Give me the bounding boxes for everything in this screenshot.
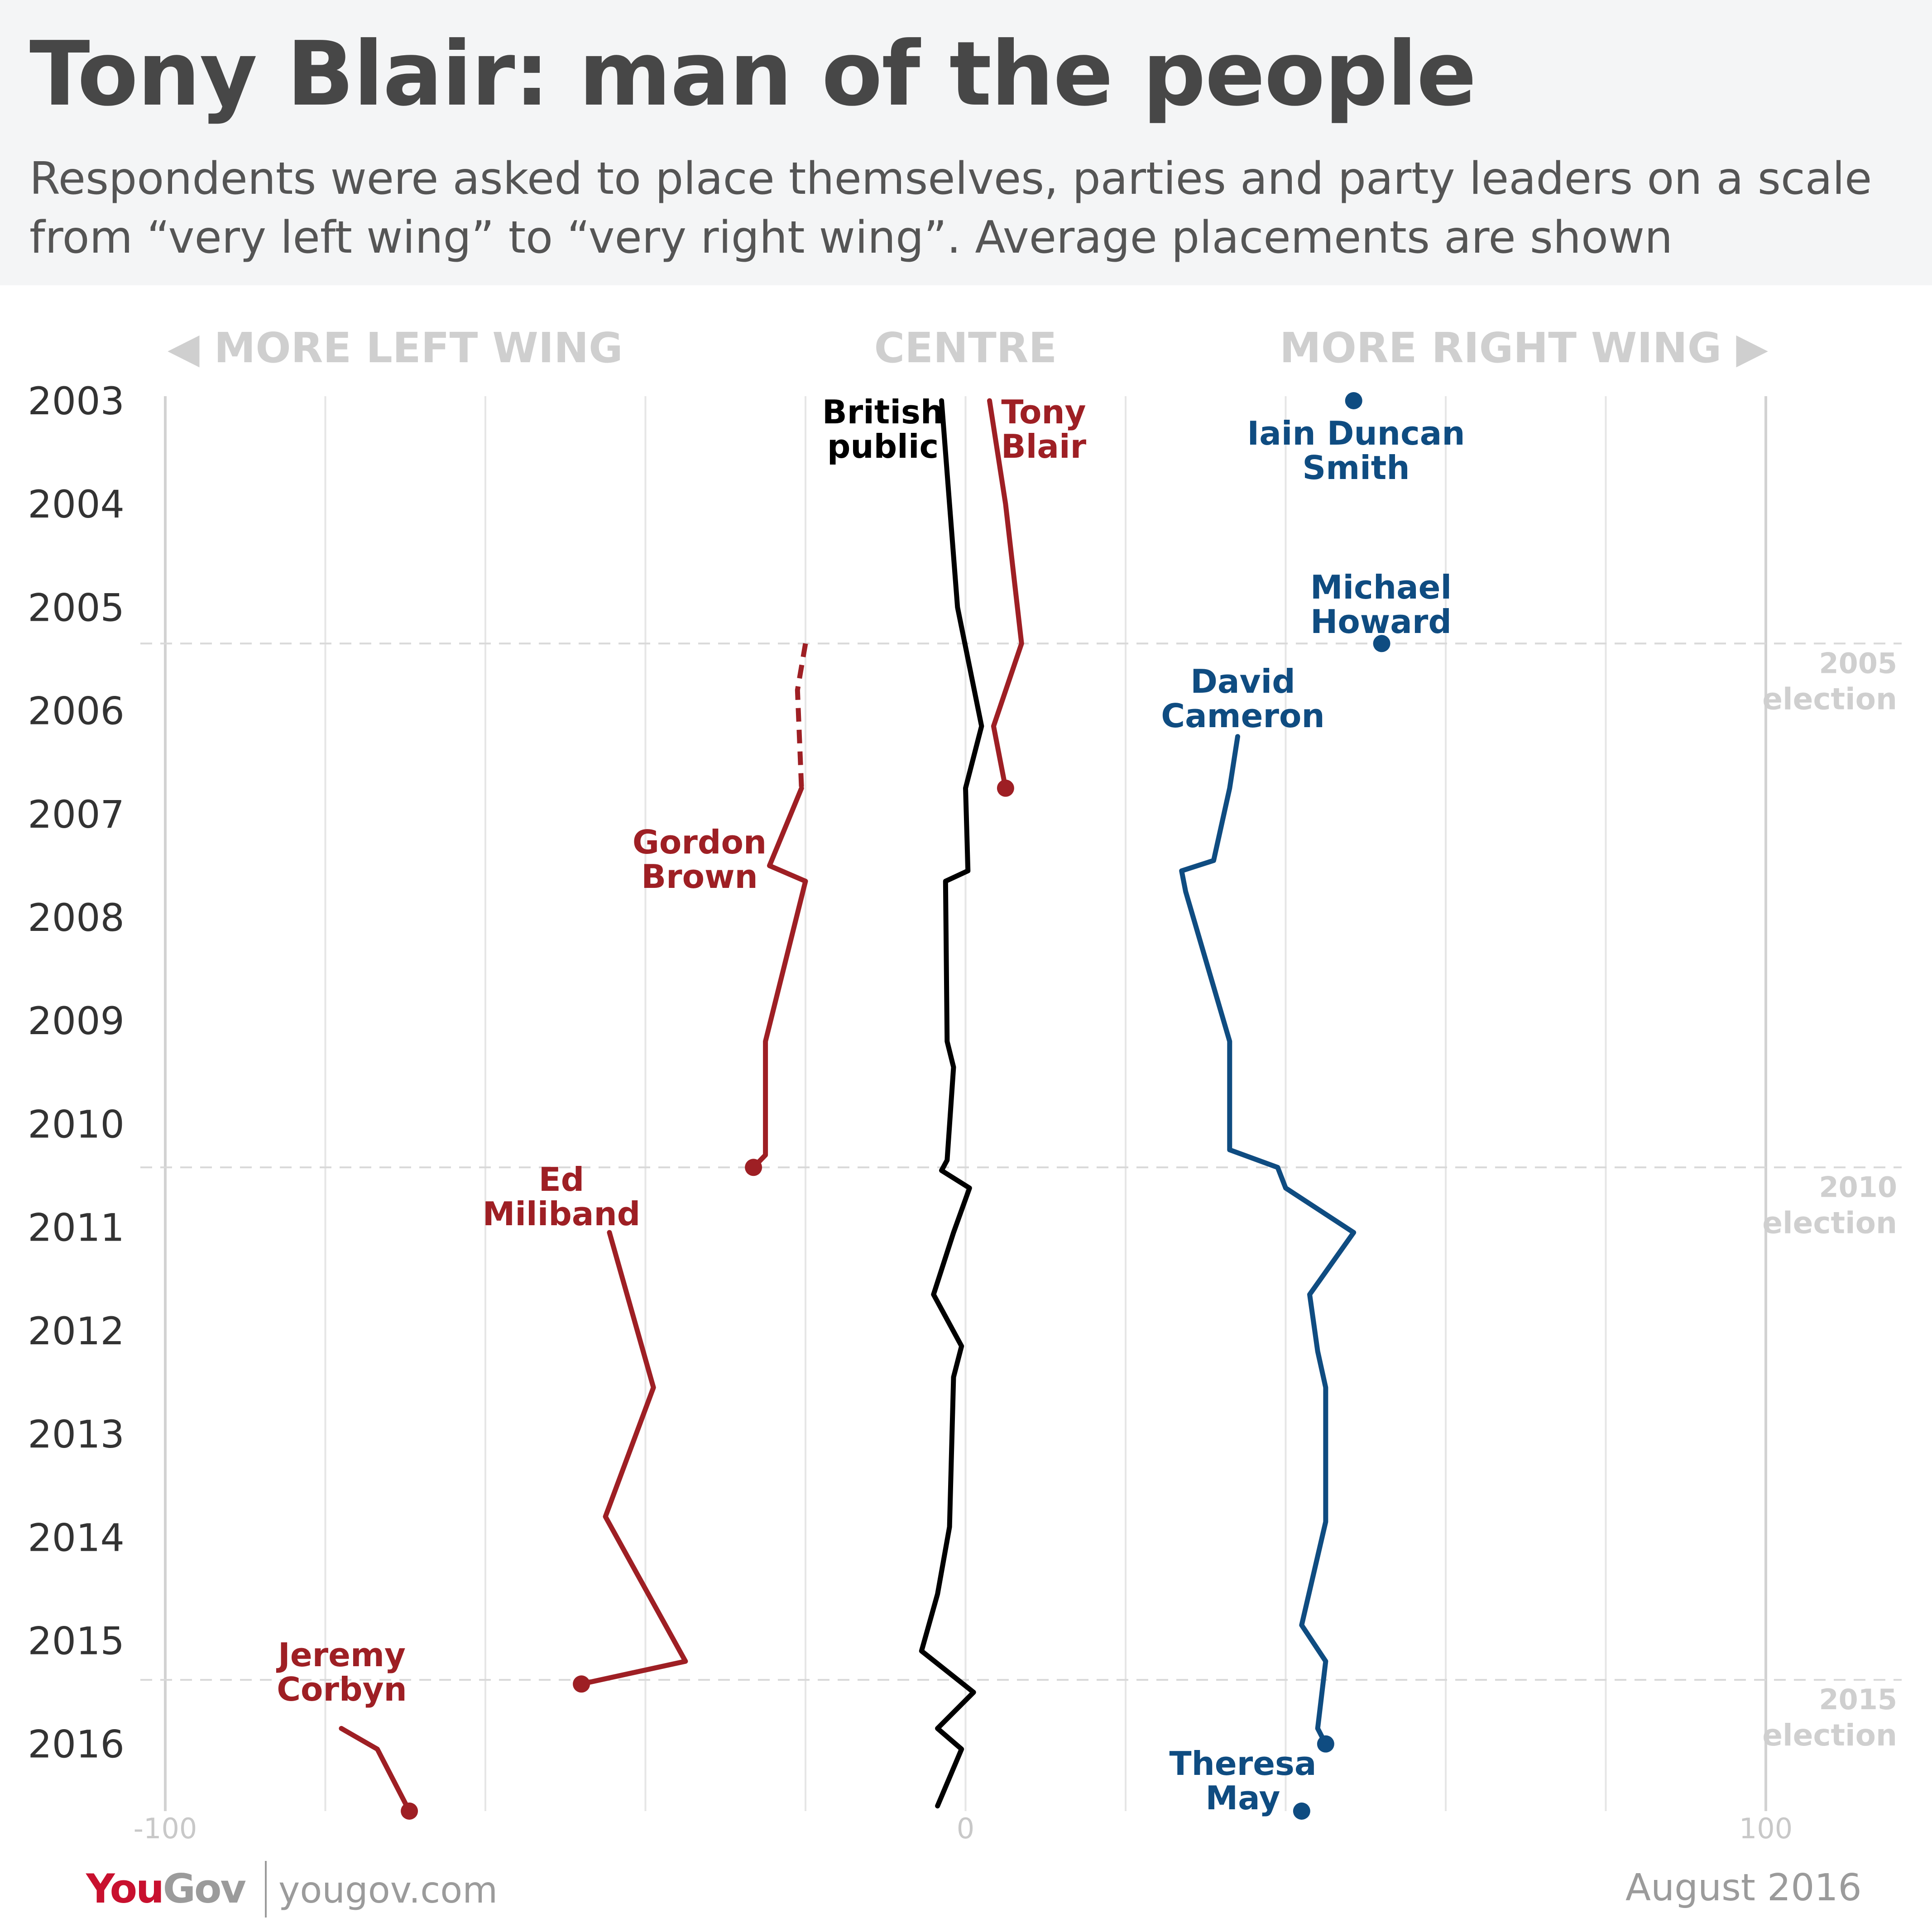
year-label: 2006 <box>28 689 125 733</box>
series-endpoint-ed-miliband <box>573 1675 590 1693</box>
series-label-theresa-may: Theresa <box>1170 1745 1317 1783</box>
logo-part-b: Gov <box>163 1865 246 1912</box>
x-tick-label: 100 <box>1739 1812 1793 1845</box>
chart-title: Tony Blair: man of the people <box>29 23 1477 126</box>
year-label: 2015 <box>28 1619 125 1663</box>
year-label: 2010 <box>28 1102 125 1146</box>
series-line-tony-blair <box>987 398 1024 791</box>
year-label: 2013 <box>28 1412 125 1457</box>
year-label: 2003 <box>28 379 125 423</box>
series-label-jeremy-corbyn: Corbyn <box>277 1670 407 1708</box>
year-label: 2016 <box>28 1722 125 1767</box>
year-label: 2009 <box>28 999 125 1043</box>
year-label: 2008 <box>28 896 125 940</box>
series-endpoint-iain-duncan-smith <box>1345 392 1362 409</box>
year-label: 2014 <box>28 1515 125 1560</box>
series-label-tony-blair: Tony <box>1001 393 1086 431</box>
series-label-tony-blair: Blair <box>1001 427 1087 465</box>
footer-divider <box>265 1861 267 1918</box>
series-endpoint-david-cameron <box>1317 1735 1334 1753</box>
series-label-gordon-brown: Brown <box>641 858 758 896</box>
series-label-ed-miliband: Miliband <box>483 1195 641 1233</box>
year-label: 2011 <box>28 1206 125 1250</box>
direction-label-left: ◀ MORE LEFT WING <box>168 324 623 372</box>
year-label: 2004 <box>28 482 125 527</box>
election-label-word: election <box>1762 681 1897 716</box>
series-dashed-gordon-brown <box>795 643 808 789</box>
year-label: 2012 <box>28 1309 125 1353</box>
logo-part-a: You <box>86 1865 164 1912</box>
election-label-year: 2005 <box>1819 647 1897 680</box>
yougov-logo: YouGov <box>86 1865 246 1912</box>
x-tick-label: 0 <box>957 1812 974 1845</box>
series-label-david-cameron: Cameron <box>1161 697 1325 735</box>
series-label-david-cameron: David <box>1190 662 1295 700</box>
direction-label-centre: CENTRE <box>874 324 1057 372</box>
series-label-ed-miliband: Ed <box>539 1160 585 1199</box>
series-label-theresa-may: May <box>1206 1779 1280 1817</box>
series-endpoint-michael-howard <box>1373 635 1390 652</box>
chart-subtitle: Respondents were asked to place themselv… <box>29 153 1872 264</box>
series-endpoint-jeremy-corbyn <box>401 1803 418 1820</box>
header-band <box>0 0 1932 285</box>
x-tick-label: -100 <box>134 1812 197 1845</box>
series-endpoint-theresa-may <box>1293 1803 1310 1820</box>
election-label-word: election <box>1762 1718 1897 1753</box>
year-label: 2007 <box>28 792 125 837</box>
series-line-british-public <box>919 398 984 1809</box>
series-endpoint-tony-blair <box>997 779 1014 797</box>
series-line-gordon-brown <box>751 786 808 1170</box>
election-label-year: 2015 <box>1819 1683 1897 1716</box>
series-label-gordon-brown: Gordon <box>633 823 767 861</box>
series-label-iain-duncan-smith: Iain Duncan <box>1247 414 1465 452</box>
series-label-jeremy-corbyn: Jeremy <box>276 1636 406 1674</box>
series-line-jeremy-corbyn <box>339 1726 412 1814</box>
series-endpoint-gordon-brown <box>745 1159 762 1176</box>
footer-date: August 2016 <box>1625 1866 1862 1909</box>
footer-url[interactable]: yougov.com <box>278 1869 498 1911</box>
series-label-british-public: public <box>827 427 939 465</box>
election-label-word: election <box>1762 1205 1897 1240</box>
series-label-michael-howard: Michael <box>1310 568 1452 606</box>
series-line-david-cameron <box>1179 734 1357 1747</box>
series-line-ed-miliband <box>579 1230 688 1687</box>
series-label-michael-howard: Howard <box>1310 603 1452 641</box>
series-label-iain-duncan-smith: Smith <box>1302 449 1409 487</box>
series-label-british-public: British <box>822 393 944 431</box>
election-label-year: 2010 <box>1819 1170 1897 1203</box>
direction-label-right: MORE RIGHT WING ▶ <box>1280 324 1768 372</box>
year-label: 2005 <box>28 585 125 630</box>
